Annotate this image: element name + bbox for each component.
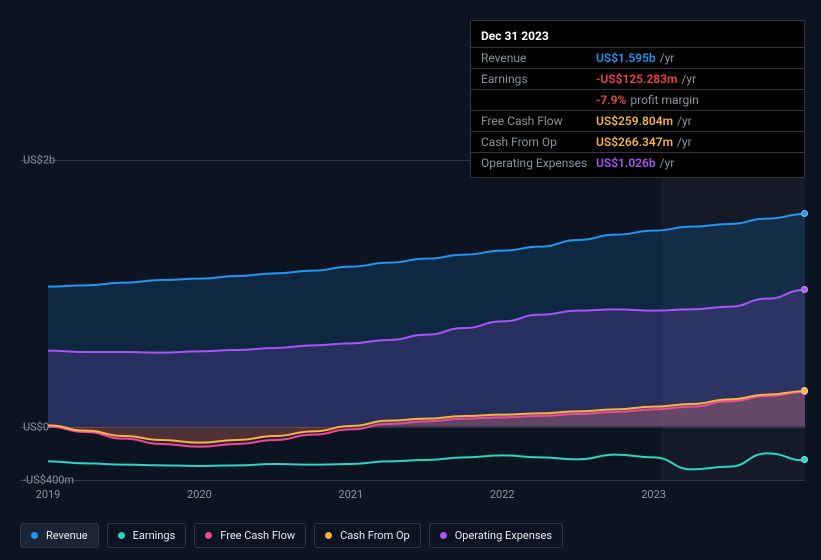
x-axis-label: 2019 <box>36 488 61 501</box>
y-axis-label: -US$400m <box>23 474 74 487</box>
tooltip-label: Revenue <box>481 51 596 65</box>
x-axis-label: 2021 <box>338 488 363 501</box>
legend-label: Earnings <box>133 529 176 542</box>
chart-plot <box>48 160 805 480</box>
legend-dot <box>118 532 125 539</box>
tooltip-value: US$1.595b <box>596 51 656 65</box>
tooltip-suffix: /yr <box>660 156 675 170</box>
tooltip-row: RevenueUS$1.595b/yr <box>471 48 804 69</box>
x-axis-label: 2023 <box>641 488 666 501</box>
tooltip-suffix: /yr <box>677 114 692 128</box>
y-axis-label: US$2b <box>23 154 55 167</box>
gridline <box>20 480 805 481</box>
tooltip-label: Earnings <box>481 72 596 86</box>
tooltip-label: Cash From Op <box>481 135 596 149</box>
y-axis-label: US$0 <box>23 420 49 433</box>
legend-label: Revenue <box>46 529 88 542</box>
tooltip-suffix: /yr <box>660 51 675 65</box>
x-axis-label: 2020 <box>187 488 212 501</box>
series-endpoint-operating_expenses <box>801 286 808 293</box>
legend: Revenue Earnings Free Cash Flow Cash From O… <box>20 523 563 548</box>
tooltip-suffix: profit margin <box>630 93 698 107</box>
tooltip-value: -US$125.283m <box>596 72 677 86</box>
tooltip-suffix: /yr <box>681 72 696 86</box>
tooltip-label <box>481 93 596 107</box>
tooltip-label: Operating Expenses <box>481 156 596 170</box>
tooltip-value: US$259.804m <box>596 114 673 128</box>
tooltip-label: Free Cash Flow <box>481 114 596 128</box>
legend-item-cash-from-op[interactable]: Cash From Op <box>314 523 421 548</box>
series-endpoint-revenue <box>801 210 808 217</box>
tooltip-row: -7.9% profit margin <box>471 90 804 111</box>
tooltip-value: -7.9% <box>596 93 626 107</box>
legend-dot <box>205 532 212 539</box>
legend-item-free-cash-flow[interactable]: Free Cash Flow <box>194 523 306 548</box>
tooltip-header: Dec 31 2023 <box>471 25 804 48</box>
legend-label: Free Cash Flow <box>220 529 295 542</box>
tooltip-row: Earnings-US$125.283m/yr <box>471 69 804 90</box>
series-line-earnings <box>48 453 805 469</box>
chart-tooltip: Dec 31 2023 RevenueUS$1.595b/yrEarnings-… <box>470 20 805 178</box>
legend-label: Cash From Op <box>340 529 410 542</box>
chart: US$2bUS$0-US$400m 20192020202120222023 <box>20 160 805 480</box>
x-axis-label: 2022 <box>490 488 515 501</box>
tooltip-row: Operating ExpensesUS$1.026b/yr <box>471 153 804 173</box>
tooltip-suffix: /yr <box>677 135 692 149</box>
legend-dot <box>31 532 38 539</box>
legend-dot <box>440 532 447 539</box>
series-endpoint-earnings <box>801 456 808 463</box>
tooltip-value: US$266.347m <box>596 135 673 149</box>
legend-dot <box>325 532 332 539</box>
legend-item-earnings[interactable]: Earnings <box>107 523 187 548</box>
tooltip-row: Free Cash FlowUS$259.804m/yr <box>471 111 804 132</box>
legend-item-revenue[interactable]: Revenue <box>20 523 99 548</box>
tooltip-row: Cash From OpUS$266.347m/yr <box>471 132 804 153</box>
legend-item-operating-expenses[interactable]: Operating Expenses <box>429 523 563 548</box>
tooltip-value: US$1.026b <box>596 156 656 170</box>
legend-label: Operating Expenses <box>455 529 552 542</box>
